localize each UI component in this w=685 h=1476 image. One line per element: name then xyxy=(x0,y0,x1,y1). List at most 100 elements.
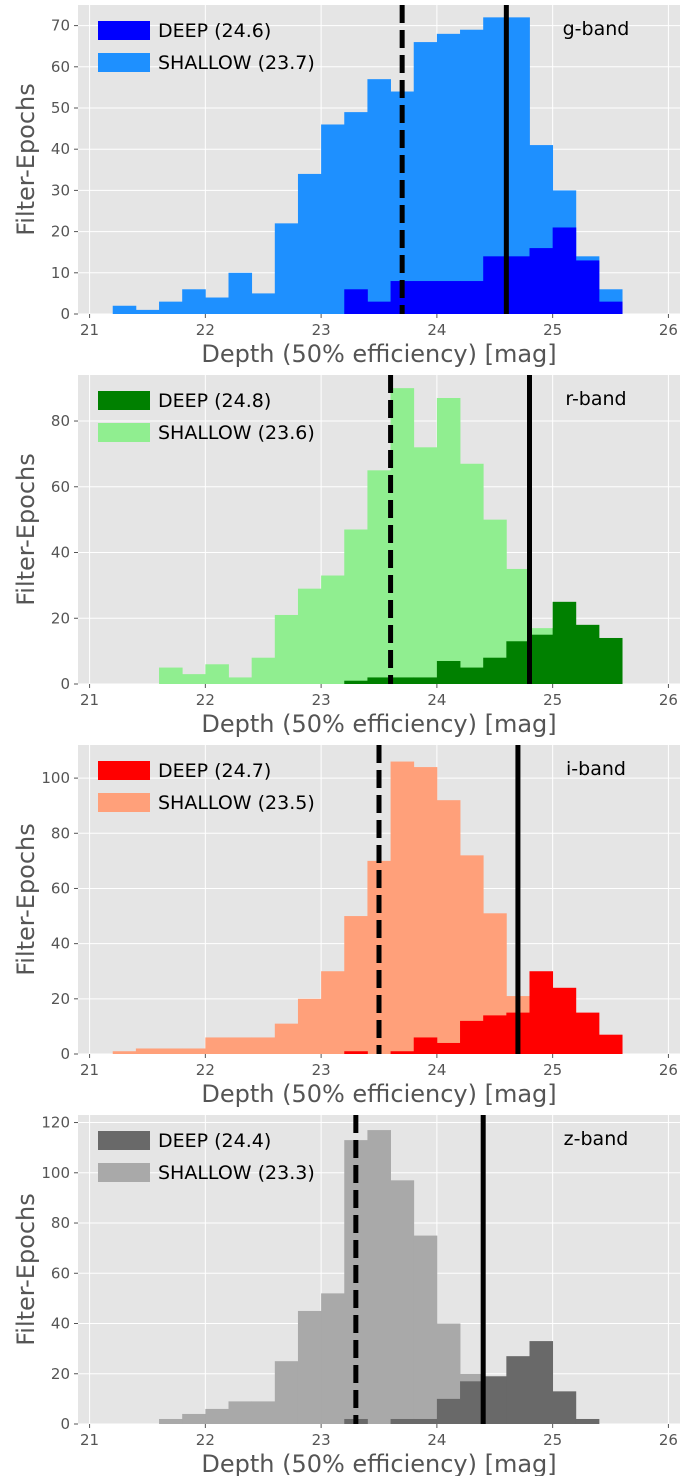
bar-deep xyxy=(483,1015,507,1054)
bar-deep xyxy=(460,281,484,314)
bar-shallow xyxy=(390,761,415,1054)
y-tick-label: 0 xyxy=(60,675,70,693)
y-tick-label: 60 xyxy=(51,879,70,897)
y-tick-label: 80 xyxy=(51,824,70,842)
bar-shallow xyxy=(205,664,229,684)
legend-label: DEEP (24.7) xyxy=(158,760,271,782)
bar-shallow xyxy=(297,588,322,684)
legend-label: DEEP (24.6) xyxy=(158,20,271,42)
bar-shallow xyxy=(436,33,461,315)
y-tick-label: 30 xyxy=(51,181,70,199)
bar-shallow xyxy=(251,1037,276,1054)
bar-deep xyxy=(460,1020,484,1054)
bar-shallow xyxy=(436,398,461,684)
panel-r-band: 21 22 23 24 25 26 0 20 40 60 80 Depth (50% efficien… xyxy=(12,375,680,738)
x-tick-label: 26 xyxy=(659,691,678,709)
x-tick-label: 25 xyxy=(543,1061,562,1079)
y-tick-label: 0 xyxy=(60,1415,70,1433)
legend-swatch xyxy=(98,1163,150,1182)
bar-shallow xyxy=(367,470,391,684)
x-tick-label: 25 xyxy=(543,691,562,709)
bar-shallow xyxy=(182,1413,206,1424)
bar-shallow xyxy=(159,1418,183,1424)
bar-deep xyxy=(552,601,577,684)
x-tick-label: 26 xyxy=(659,1061,678,1079)
y-tick-label: 60 xyxy=(51,478,70,496)
x-tick-label: 24 xyxy=(427,691,446,709)
bar-deep xyxy=(506,641,530,684)
bar-shallow xyxy=(297,1310,322,1424)
x-tick-label: 21 xyxy=(80,1061,99,1079)
x-tick-label: 26 xyxy=(659,1431,678,1449)
bar-shallow xyxy=(228,272,253,314)
x-tick-label: 21 xyxy=(80,1431,99,1449)
bar-shallow xyxy=(228,1401,253,1424)
x-tick-label: 23 xyxy=(312,321,331,339)
bar-shallow xyxy=(367,79,391,314)
y-tick-label: 100 xyxy=(41,1164,70,1182)
bar-deep xyxy=(529,971,554,1054)
panel-i-band: 21 22 23 24 25 26 0 20 40 60 80 100 Depth (50% effic… xyxy=(12,745,680,1108)
bar-deep xyxy=(390,1051,415,1054)
bar-shallow xyxy=(182,289,206,314)
x-tick-label: 24 xyxy=(427,1061,446,1079)
bar-deep xyxy=(413,1037,438,1054)
y-tick-label: 10 xyxy=(51,264,70,282)
bar-shallow xyxy=(182,674,206,684)
y-axis-label: Filter-Epochs xyxy=(12,83,40,236)
bar-shallow xyxy=(251,293,276,314)
bar-shallow xyxy=(413,447,438,684)
x-tick-label: 22 xyxy=(196,691,215,709)
bar-shallow xyxy=(297,998,322,1054)
bar-deep xyxy=(436,1398,461,1424)
legend-label: SHALLOW (23.5) xyxy=(158,792,315,814)
bar-shallow xyxy=(321,971,345,1054)
bar-shallow xyxy=(460,29,484,314)
bar-shallow xyxy=(367,1130,391,1424)
bar-shallow xyxy=(274,1361,299,1424)
y-tick-label: 20 xyxy=(51,1365,70,1383)
bar-deep xyxy=(483,1376,507,1424)
bar-deep xyxy=(529,248,554,314)
legend-label: SHALLOW (23.7) xyxy=(158,52,315,74)
y-tick-label: 0 xyxy=(60,1045,70,1063)
y-axis-label: Filter-Epochs xyxy=(12,1193,40,1346)
y-tick-label: 100 xyxy=(41,769,70,787)
bar-shallow xyxy=(344,112,368,315)
y-axis-label: Filter-Epochs xyxy=(12,823,40,976)
y-tick-label: 20 xyxy=(51,609,70,627)
bar-deep xyxy=(483,256,507,314)
bar-shallow xyxy=(274,1023,299,1054)
bar-deep xyxy=(598,1034,623,1054)
x-tick-label: 21 xyxy=(80,321,99,339)
bar-deep xyxy=(413,677,438,684)
bar-deep xyxy=(460,1381,484,1424)
bar-shallow xyxy=(159,1048,183,1054)
x-tick-label: 22 xyxy=(196,321,215,339)
bar-shallow xyxy=(344,916,368,1054)
panel-label: g-band xyxy=(563,18,630,40)
bar-shallow xyxy=(112,305,137,314)
bar-deep xyxy=(390,677,415,684)
bar-deep xyxy=(529,1341,554,1424)
bar-shallow xyxy=(390,91,415,315)
y-tick-label: 0 xyxy=(60,305,70,323)
bar-deep xyxy=(552,227,577,314)
x-tick-label: 23 xyxy=(312,1061,331,1079)
bar-shallow xyxy=(205,297,229,314)
bar-deep xyxy=(598,637,623,684)
bar-deep xyxy=(575,1418,600,1424)
bar-shallow xyxy=(413,1235,438,1424)
bar-deep xyxy=(506,256,530,314)
bar-deep xyxy=(413,1418,438,1424)
bar-shallow xyxy=(135,309,160,314)
bar-deep xyxy=(575,260,600,314)
bar-deep xyxy=(460,667,484,684)
legend-swatch xyxy=(98,391,150,410)
x-tick-label: 23 xyxy=(312,691,331,709)
bar-shallow xyxy=(274,223,299,314)
panel-z-band: 21 22 23 24 25 26 0 20 40 60 80 100 120 Depth (50% ef… xyxy=(12,1114,680,1476)
bar-shallow xyxy=(135,1048,160,1054)
panel-label: r-band xyxy=(565,388,626,410)
